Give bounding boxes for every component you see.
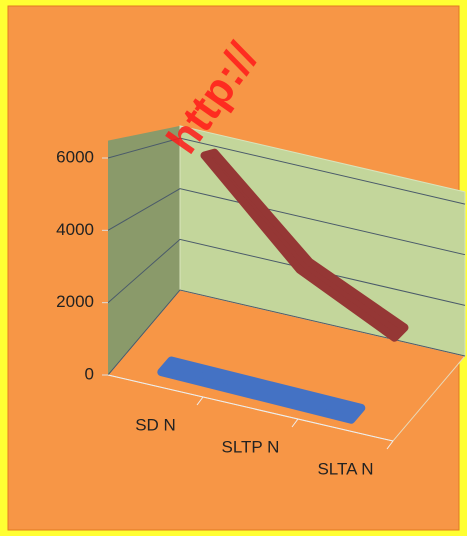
grid-line (107, 289, 466, 376)
series-ribbon (157, 356, 366, 424)
x-tick-label: SD N (135, 415, 176, 434)
y-tick-label: 2000 (56, 292, 94, 311)
series-ribbon (200, 148, 409, 342)
x-tick-label: SLTA N (317, 459, 373, 478)
side-wall (108, 125, 180, 376)
x-tick (386, 440, 394, 450)
grid-line (107, 238, 466, 306)
y-tick-label: 4000 (56, 220, 94, 239)
y-tick-label: 0 (85, 364, 94, 383)
grid-line (107, 188, 466, 256)
grid-line (107, 137, 466, 205)
x-tick (196, 396, 204, 406)
y-tick-label: 6000 (56, 147, 94, 166)
x-axis (107, 374, 394, 442)
x-tick-label: SLTP N (222, 437, 280, 456)
x-tick (291, 418, 299, 428)
